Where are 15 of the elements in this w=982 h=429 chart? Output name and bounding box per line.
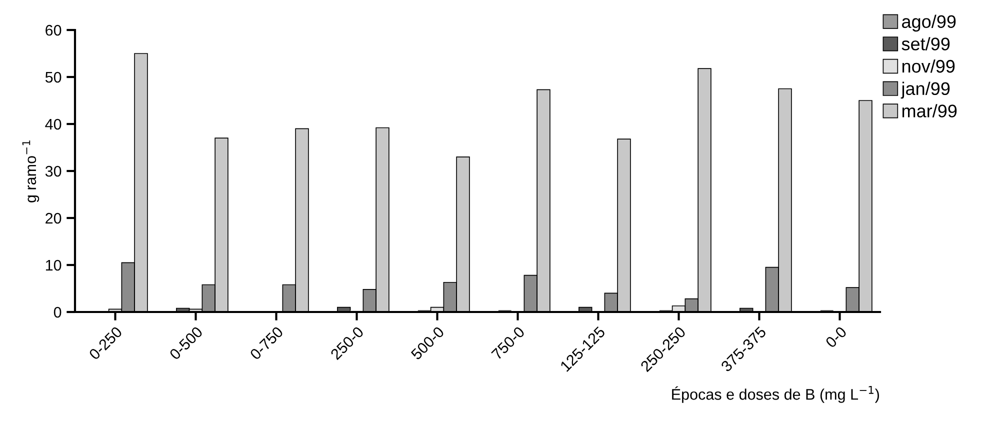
- y-tick-label: 40: [45, 118, 62, 130]
- y-tick-label: 50: [45, 72, 62, 83]
- y-axis-title: g ramo$^{−1}$: [22, 140, 40, 202]
- y-tick-label: 20: [46, 212, 62, 224]
- y-tick-label: 60: [46, 24, 62, 36]
- legend-label: nov/99: [902, 59, 955, 73]
- legend-label: set/99: [902, 37, 950, 50]
- y-tick-label: 0: [54, 306, 62, 318]
- legend-label: ago/99: [902, 14, 956, 32]
- x-tick-label: 0-0: [824, 326, 848, 348]
- y-tick-label: 30: [45, 166, 62, 177]
- legend-label: mar/99: [902, 104, 957, 118]
- x-axis-title: Épocas e doses de B (mg L$^{−1}$): [672, 386, 879, 403]
- y-tick-label: 10: [46, 260, 62, 271]
- legend-label: jan/99: [900, 82, 950, 99]
